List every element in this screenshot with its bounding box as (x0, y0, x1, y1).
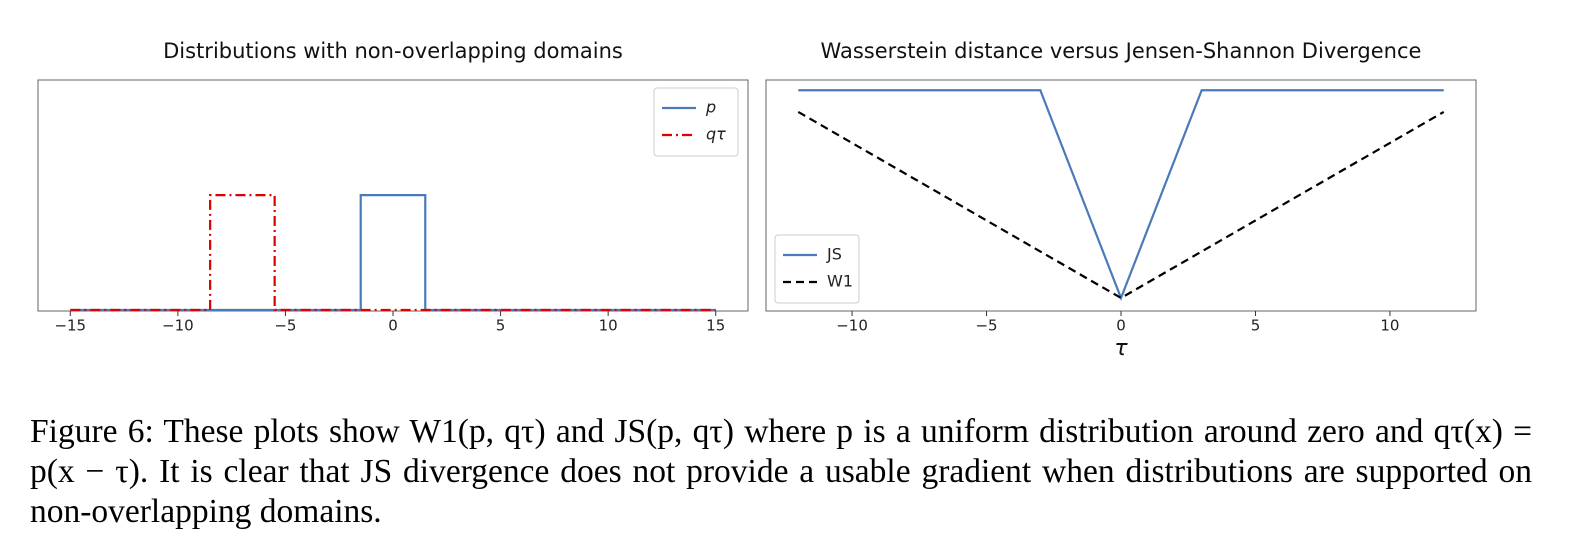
x-tick-label: −5 (975, 317, 997, 335)
figure: Distributions with non-overlapping domai… (37, 39, 1477, 361)
chart-title: Distributions with non-overlapping domai… (163, 39, 623, 63)
x-tick-label: 0 (1116, 317, 1126, 335)
legend-label: qτ (706, 125, 726, 144)
legend-label: p (705, 98, 716, 117)
series-line (798, 89, 1444, 302)
caption: Figure 6: These plots show W1(p, qτ) and… (30, 413, 1532, 530)
legend-label: W1 (827, 272, 853, 291)
x-axis-label: τ (1114, 336, 1128, 361)
x-tick-label: 5 (1251, 317, 1261, 335)
x-tick-label: −10 (836, 317, 868, 335)
legend-label: JS (826, 245, 842, 264)
x-tick-label: 0 (388, 317, 398, 335)
legend-box (774, 234, 860, 304)
x-tick-label: 10 (599, 317, 618, 335)
x-tick-label: 15 (706, 317, 725, 335)
series-line (797, 110, 1445, 300)
x-tick-label: −15 (54, 317, 86, 335)
plot-frame (765, 79, 1477, 312)
x-tick-label: 5 (496, 317, 506, 335)
chart-title: Wasserstein distance versus Jensen-Shann… (821, 39, 1422, 63)
series-line (70, 194, 716, 312)
series-line (70, 194, 716, 312)
legend-box (653, 87, 739, 157)
x-tick-label: −10 (162, 317, 194, 335)
x-tick-label: 10 (1380, 317, 1399, 335)
x-tick-label: −5 (274, 317, 296, 335)
